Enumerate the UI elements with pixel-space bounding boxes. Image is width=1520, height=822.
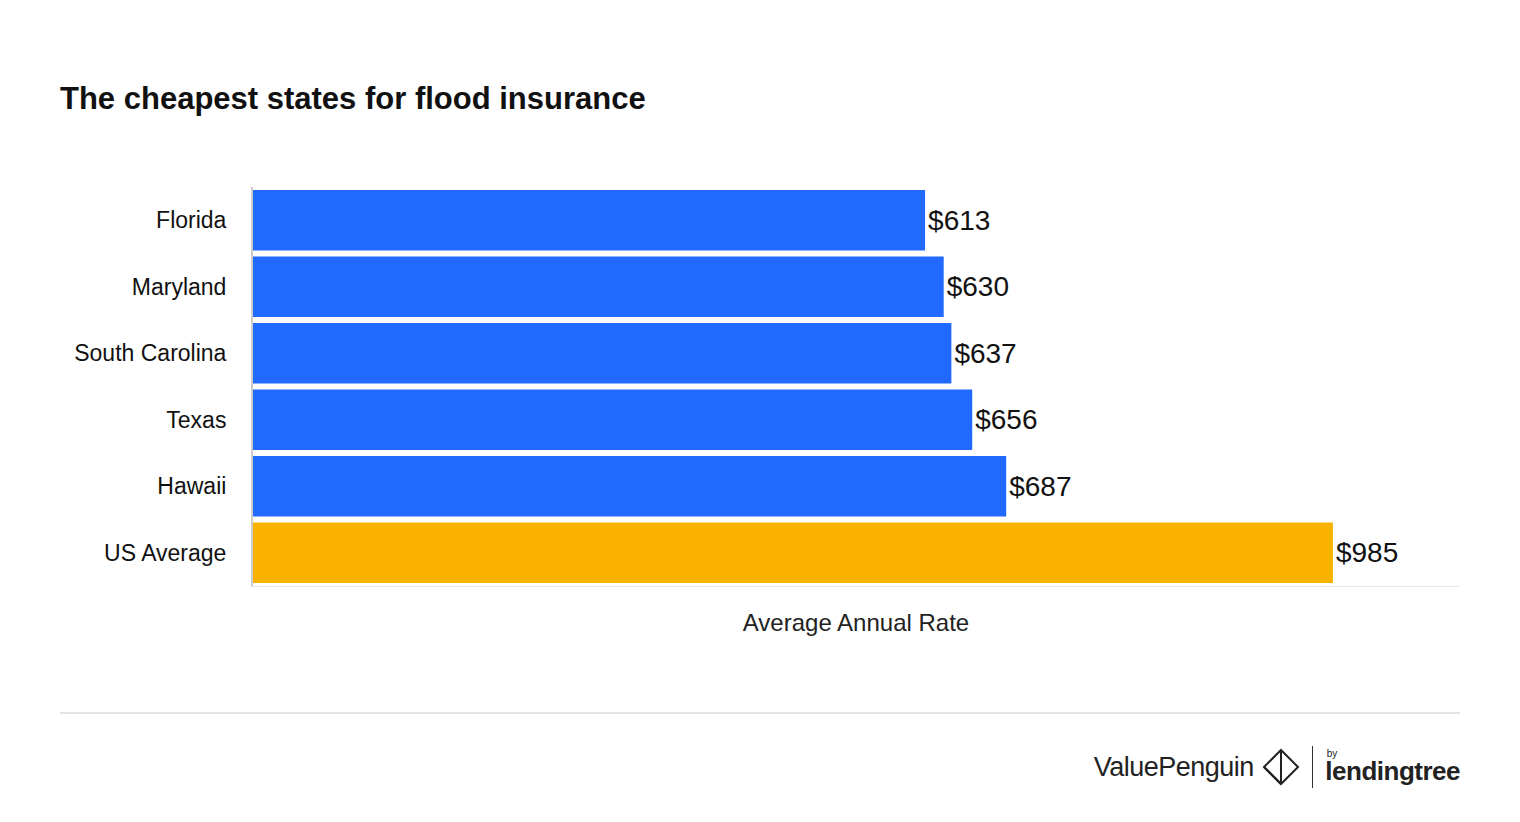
svg-text:$656: $656: [975, 404, 1037, 435]
html-text:lendingtree: lendingtree: [1325, 755, 1460, 786]
svg-text:$985: $985: [1336, 537, 1398, 568]
svg-text:The cheapest states for flood: The cheapest states for flood insurance: [60, 81, 646, 116]
svg-text:US Average: US Average: [104, 540, 226, 566]
svg-text:$630: $630: [947, 271, 1009, 302]
svg-text:South Carolina: South Carolina: [74, 340, 226, 366]
svg-text:Average Annual Rate: Average Annual Rate: [743, 609, 969, 636]
svg-text:$687: $687: [1009, 471, 1071, 502]
html-text:by: by: [1326, 748, 1338, 759]
svg-text:$613: $613: [928, 205, 990, 236]
svg-text:Hawaii: Hawaii: [157, 473, 226, 499]
html-text:ValuePenguin: ValuePenguin: [1093, 751, 1254, 782]
svg-text:Florida: Florida: [156, 207, 227, 233]
svg-text:Texas: Texas: [166, 407, 226, 433]
svg-text:Maryland: Maryland: [132, 274, 227, 300]
svg-text:$637: $637: [954, 338, 1016, 369]
